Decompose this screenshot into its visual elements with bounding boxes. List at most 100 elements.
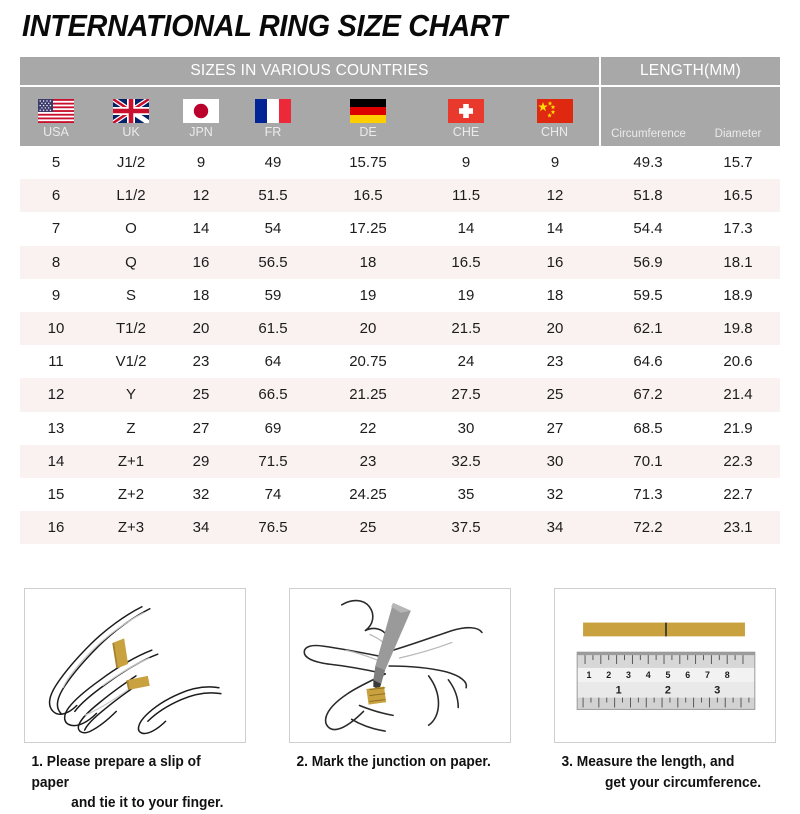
table-row: 14 Z+1 29 71.5 23 32.5 30 70.1 22.3 [20, 444, 780, 478]
column-header-circumference: Circumference [600, 85, 696, 146]
cell-circumference: 67.2 [600, 378, 696, 412]
caption-line-2: get your circumference. [604, 774, 762, 791]
cell-circumference: 59.5 [600, 278, 696, 312]
column-header-usa: USA [20, 85, 92, 146]
cell-fr: 74 [232, 477, 314, 512]
table-row: 8 Q 16 56.5 18 16.5 16 56.9 18.1 [20, 245, 780, 279]
cell-fr: 56.5 [232, 245, 314, 279]
caption-line-1: 3. Measure the length, and [561, 754, 735, 770]
cell-che: 27.5 [422, 378, 510, 412]
column-label-de: DE [359, 125, 377, 140]
cell-jpn: 32 [170, 477, 232, 512]
cell-chn: 18 [510, 278, 600, 312]
caption-line-2: and tie it to your finger. [71, 795, 224, 812]
cell-de: 18 [314, 245, 422, 279]
cell-jpn: 9 [170, 146, 232, 180]
table-row: 13 Z 27 69 22 30 27 68.5 21.9 [20, 411, 780, 445]
svg-text:6: 6 [685, 670, 690, 680]
cell-fr: 64 [232, 345, 314, 379]
svg-text:8: 8 [725, 670, 730, 680]
cell-de: 24.25 [314, 477, 422, 512]
instruction-caption-3: 3. Measure the length, and get your circ… [560, 752, 771, 793]
svg-text:3: 3 [626, 670, 631, 680]
cell-usa: 14 [20, 444, 92, 478]
cell-uk: Z+1 [92, 444, 170, 478]
svg-text:4: 4 [646, 670, 651, 680]
column-label-fr: FR [264, 125, 282, 140]
column-header-diameter: Diameter [696, 85, 780, 146]
flag-uk-icon [113, 99, 149, 124]
table-row: 6 L1/2 12 51.5 16.5 11.5 12 51.8 16.5 [20, 179, 780, 213]
cell-usa: 5 [20, 146, 92, 180]
column-header-fr: FR [232, 85, 314, 146]
cell-de: 25 [314, 511, 422, 545]
svg-text:7: 7 [705, 670, 710, 680]
svg-text:1: 1 [587, 670, 592, 680]
table-column-header-row: USA [20, 85, 780, 146]
cell-che: 37.5 [422, 511, 510, 545]
flag-switzerland-icon [448, 99, 484, 124]
column-header-che: CHE [422, 85, 510, 146]
cell-diameter: 22.7 [696, 477, 780, 512]
cell-circumference: 72.2 [600, 511, 696, 545]
cell-chn: 23 [510, 345, 600, 379]
cell-diameter: 22.3 [696, 444, 780, 478]
cell-circumference: 49.3 [600, 146, 696, 180]
cell-jpn: 23 [170, 345, 232, 379]
cell-fr: 49 [232, 146, 314, 180]
svg-text:3: 3 [714, 685, 720, 697]
cell-diameter: 18.9 [696, 278, 780, 312]
cell-de: 21.25 [314, 378, 422, 412]
cell-usa: 9 [20, 278, 92, 312]
cell-de: 16.5 [314, 179, 422, 213]
column-header-chn: CHN [510, 85, 601, 146]
cell-uk: L1/2 [92, 179, 170, 213]
table-group-header-row: SIZES IN VARIOUS COUNTRIES LENGTH(MM) [20, 57, 780, 86]
cell-jpn: 34 [170, 511, 232, 545]
cell-jpn: 14 [170, 212, 232, 246]
cell-uk: Z+3 [92, 511, 170, 545]
cell-diameter: 21.9 [696, 411, 780, 445]
column-header-uk: UK [92, 85, 170, 146]
cell-usa: 15 [20, 477, 92, 512]
caption-line-1: 2. Mark the junction on paper. [296, 754, 491, 770]
table-row: 10 T1/2 20 61.5 20 21.5 20 62.1 19.8 [20, 311, 780, 346]
table-row: 15 Z+2 32 74 24.25 35 32 71.3 22.7 [20, 477, 780, 512]
cell-diameter: 23.1 [696, 511, 780, 545]
flag-japan-icon [183, 99, 219, 124]
column-label-diameter: Diameter [714, 128, 762, 140]
cell-de: 20 [314, 311, 422, 346]
cell-usa: 16 [20, 511, 92, 545]
cell-de: 22 [314, 411, 422, 445]
cell-chn: 34 [510, 511, 600, 545]
cell-che: 14 [422, 212, 510, 246]
table-row: 9 S 18 59 19 19 18 59.5 18.9 [20, 278, 780, 312]
cell-chn: 25 [510, 378, 600, 412]
cell-fr: 71.5 [232, 444, 314, 478]
instruction-step-1: 1. Please prepare a slip of paper and ti… [24, 588, 246, 814]
cell-uk: Y [92, 378, 170, 412]
cell-diameter: 16.5 [696, 179, 780, 213]
cell-diameter: 17.3 [696, 212, 780, 246]
cell-de: 15.75 [314, 146, 422, 180]
instruction-caption-1: 1. Please prepare a slip of paper and ti… [30, 752, 241, 814]
table-row: 16 Z+3 34 76.5 25 37.5 34 72.2 23.1 [20, 511, 780, 545]
cell-diameter: 20.6 [696, 345, 780, 379]
group-header-length: LENGTH(MM) [600, 57, 780, 86]
cell-diameter: 18.1 [696, 245, 780, 279]
cell-che: 30 [422, 411, 510, 445]
cell-jpn: 16 [170, 245, 232, 279]
cell-jpn: 29 [170, 444, 232, 478]
instruction-steps: 1. Please prepare a slip of paper and ti… [0, 588, 800, 814]
cell-fr: 61.5 [232, 311, 314, 346]
cell-che: 32.5 [422, 444, 510, 478]
cell-che: 21.5 [422, 311, 510, 346]
instruction-step-2: 2. Mark the junction on paper. [289, 588, 511, 814]
table-row: 5 J1/2 9 49 15.75 9 9 49.3 15.7 [20, 146, 780, 180]
size-chart-table-container: SIZES IN VARIOUS COUNTRIES LENGTH(MM) [20, 57, 780, 545]
cell-uk: Q [92, 245, 170, 279]
table-row: 11 V1/2 23 64 20.75 24 23 64.6 20.6 [20, 345, 780, 379]
cell-uk: V1/2 [92, 345, 170, 379]
